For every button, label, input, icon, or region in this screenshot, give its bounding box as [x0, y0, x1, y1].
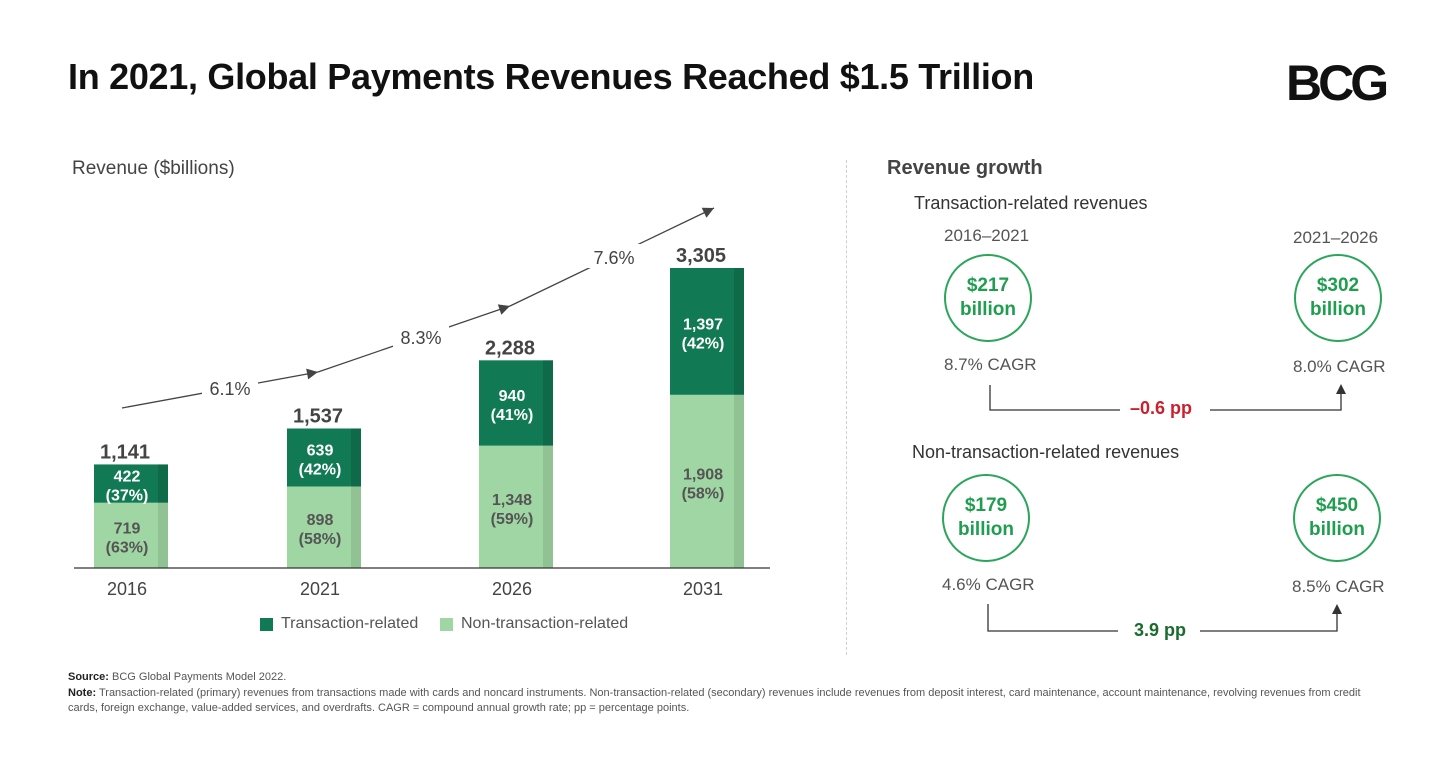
non-transaction-value-b-unit: billion: [1309, 519, 1365, 540]
label-transaction-value-2016: 422: [114, 469, 141, 486]
legend-non-transaction: Non-transaction-related: [440, 615, 628, 633]
non-transaction-connector-line: [987, 604, 1338, 632]
footer-note: Note: Transaction-related (primary) reve…: [68, 686, 1388, 716]
bar-non-transaction-2031: [670, 394, 744, 568]
label-non-transaction-share-2031: (58%): [682, 485, 725, 502]
x-tick-2026: 2026: [492, 579, 532, 599]
label-transaction-value-2021: 639: [307, 442, 334, 459]
bar-non-transaction-2026: [479, 445, 553, 568]
growth-rate-label-2: 8.3%: [400, 328, 441, 348]
label-non-transaction-value-2016: 719: [114, 520, 141, 537]
growth-rate-label-1: 6.1%: [209, 379, 250, 399]
non-transaction-pp-diff: 3.9 pp: [1128, 620, 1193, 641]
bar-non-transaction-shade-2021: [351, 486, 361, 568]
legend-swatch-non-transaction: [440, 617, 453, 631]
label-transaction-share-2026: (41%): [491, 407, 534, 424]
label-non-transaction-value-2026: 1,348: [492, 492, 532, 509]
bar-transaction-2016: [94, 464, 168, 503]
bar-transaction-shade-2031: [734, 268, 744, 395]
non-transaction-section-label: Non-transaction-related revenues: [912, 442, 1180, 462]
bar-transaction-2026: [479, 360, 553, 446]
bar-non-transaction-shade-2031: [734, 394, 744, 568]
stacked-bar-chart: 422 (37%) 719 (63%) 1,141 2016 639 (42%) 898 (58%…: [74, 207, 770, 599]
bar-transaction-shade-2016: [158, 464, 168, 503]
bar-transaction-2031: [670, 268, 744, 395]
source-label: Source:: [68, 671, 109, 683]
label-total-2031: 3,305: [676, 245, 726, 267]
growth-rate-label-3: 7.6%: [593, 248, 634, 268]
non-transaction-value-a-amount: $179: [964, 495, 1008, 516]
transaction-cagr-a: 8.7% CAGR: [944, 355, 1037, 374]
period-2016-2021: 2016–2021: [944, 226, 1030, 245]
period-2021-2026: 2021–2026: [1293, 228, 1379, 247]
transaction-value-b-unit: billion: [1310, 299, 1366, 320]
note-label: Note:: [68, 687, 97, 699]
non-transaction-value-b-amount: $450: [1315, 495, 1359, 516]
label-non-transaction-value-2021: 898: [307, 512, 334, 529]
transaction-value-a-amount: $217: [966, 275, 1010, 296]
label-total-2016: 1,141: [100, 441, 150, 463]
growth-label-bg-1: [202, 375, 258, 399]
revenue-growth-title: Revenue growth: [887, 157, 1043, 179]
label-total-2026: 2,288: [485, 337, 535, 359]
non-transaction-value-a-circle: $179 billion: [942, 474, 1030, 562]
legend-label-non-transaction: Non-transaction-related: [461, 615, 629, 632]
footer-source: Source: BCG Global Payments Model 2022.: [68, 670, 286, 685]
label-transaction-value-2031: 1,397: [683, 316, 723, 333]
logo-text: BCG: [1286, 58, 1386, 106]
label-transaction-share-2031: (42%): [682, 335, 725, 352]
x-tick-2031: 2031: [683, 579, 723, 599]
label-total-2021: 1,537: [293, 405, 343, 427]
non-transaction-connector-arrowhead: [1332, 604, 1342, 614]
transaction-pp-diff: –0.6 pp: [1124, 398, 1199, 419]
transaction-cagr-b: 8.0% CAGR: [1293, 357, 1386, 376]
label-non-transaction-value-2031: 1,908: [683, 466, 723, 483]
x-tick-2016: 2016: [107, 579, 147, 599]
bar-transaction-2021: [287, 428, 361, 487]
non-transaction-value-b-circle: $450 billion: [1293, 474, 1381, 562]
page-title: In 2021, Global Payments Revenues Reache…: [68, 56, 1034, 97]
transaction-value-a-unit: billion: [960, 299, 1016, 320]
bar-non-transaction-shade-2026: [543, 445, 553, 568]
growth-trend-arrowhead-2: [497, 304, 510, 315]
label-non-transaction-share-2016: (63%): [106, 539, 149, 556]
bar-non-transaction-2021: [287, 486, 361, 568]
non-transaction-value-a-unit: billion: [958, 519, 1014, 540]
transaction-value-b-amount: $302: [1316, 275, 1360, 296]
non-transaction-cagr-a: 4.6% CAGR: [942, 575, 1035, 594]
section-divider: [846, 160, 847, 655]
growth-trend-arrowhead-1: [306, 368, 318, 380]
transaction-value-b-circle: $302 billion: [1294, 254, 1382, 342]
label-transaction-value-2026: 940: [499, 388, 526, 405]
legend-label-transaction: Transaction-related: [281, 615, 419, 632]
legend-transaction: Transaction-related: [260, 615, 418, 633]
note-text: Transaction-related (primary) revenues f…: [68, 687, 1361, 714]
transaction-connector-arrowhead: [1336, 384, 1346, 394]
bar-transaction-shade-2026: [543, 360, 553, 446]
transaction-section-label: Transaction-related revenues: [914, 193, 1148, 213]
bar-transaction-shade-2021: [351, 428, 361, 487]
bcg-logo: BCG: [1286, 58, 1390, 106]
growth-label-bg-2: [393, 324, 449, 348]
label-non-transaction-share-2026: (59%): [491, 511, 534, 528]
legend-swatch-transaction: [260, 617, 273, 631]
bar-non-transaction-2016: [94, 502, 168, 568]
label-transaction-share-2021: (42%): [299, 461, 342, 478]
growth-label-bg-3: [586, 244, 642, 268]
growth-trend-arrowhead-3: [701, 207, 714, 218]
source-text: BCG Global Payments Model 2022.: [112, 671, 287, 683]
non-transaction-cagr-b: 8.5% CAGR: [1292, 577, 1385, 596]
label-non-transaction-share-2021: (58%): [299, 531, 342, 548]
x-tick-2021: 2021: [300, 579, 340, 599]
bar-non-transaction-shade-2016: [158, 502, 168, 568]
transaction-connector-line: [989, 385, 1342, 411]
label-transaction-share-2016: (37%): [106, 488, 149, 505]
chart-y-label: Revenue ($billions): [72, 158, 235, 179]
transaction-value-a-circle: $217 billion: [944, 254, 1032, 342]
